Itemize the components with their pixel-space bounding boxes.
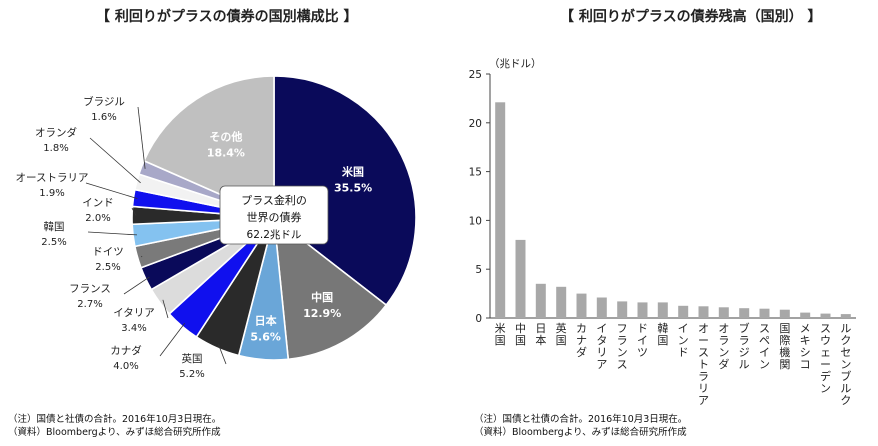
pie-center-line-1: 世界の債券 (247, 210, 302, 224)
pie-inside-label-2: 日本 (255, 313, 277, 327)
bar-category-label-0: 米国 (495, 322, 506, 347)
pie-pct-11: 1.8% (43, 143, 68, 154)
bar-10 (698, 306, 709, 318)
pie-label-8: 韓国 (44, 221, 65, 233)
bar-y-tick-label-2: 10 (469, 215, 482, 227)
bar-y-tick-label-1: 5 (475, 264, 482, 276)
bar-y-axis-label: （兆ドル） (489, 58, 542, 70)
bar-7 (637, 302, 648, 318)
bar-category-label-11: オランダ (718, 322, 729, 371)
pie-slice-1 (273, 216, 388, 361)
bar-category-label-12: ブラジル (739, 321, 750, 371)
pie-slice-0 (273, 75, 417, 307)
pie-inside-label-1: 中国 (311, 290, 333, 304)
pie-label-11: オランダ (35, 126, 77, 139)
bar-17 (840, 314, 851, 318)
bar-1 (515, 239, 526, 318)
bar-category-label-5: イタリア (596, 322, 607, 371)
bar-chart-title: 【 利回りがプラスの債券残高（国別） 】 (560, 9, 822, 25)
bar-category-label-3: 英国 (556, 321, 567, 347)
pie-note-2: （資料）Bloombergより、みずほ総合研究所作成 (8, 427, 221, 438)
pie-leader-line-4 (159, 322, 186, 357)
bar-category-label-14: 国際機関 (779, 322, 790, 371)
bar-5 (596, 297, 607, 318)
pie-inside-label-13: その他 (209, 129, 242, 143)
bar-y-tick-label-0: 0 (475, 313, 482, 325)
bar-y-tick-label-3: 15 (469, 167, 482, 179)
pie-chart-title: 【 利回りがプラスの債券の国別構成比 】 (96, 9, 358, 25)
pie-pct-7: 2.5% (95, 262, 120, 273)
bar-category-label-9: インド (678, 322, 689, 359)
pie-pct-4: 4.0% (113, 361, 138, 372)
bar-y-tick-label-4: 20 (469, 118, 482, 130)
pie-pct-6: 2.7% (77, 299, 102, 310)
bar-category-label-17: ルクセンブルク (840, 322, 851, 407)
bar-category-label-2: 日本 (535, 322, 546, 347)
bar-category-label-16: スウェーデン (820, 322, 831, 395)
pie-inside-pct-2: 5.6% (250, 330, 281, 343)
pie-pct-9: 2.0% (85, 213, 110, 224)
bar-13 (759, 308, 770, 318)
pie-leader-line-9 (131, 207, 137, 216)
pie-label-9: インド (82, 197, 114, 209)
pie-center-box (219, 185, 329, 245)
pie-label-3: 英国 (182, 352, 203, 365)
pie-leader-line-7 (141, 255, 143, 258)
pie-note-1: （注）国債と社債の合計。2016年10月3日現在。 (8, 414, 222, 425)
bar-2 (535, 283, 546, 318)
bar-category-label-15: メキシコ (800, 322, 811, 371)
pie-inside-label-0: 米国 (341, 164, 364, 178)
pie-label-4: カナダ (110, 344, 142, 357)
bar-category-label-7: ドイツ (637, 322, 648, 359)
pie-leader-line-11 (89, 137, 141, 184)
bar-chart: （兆ドル） 0 5 10 15 20 25 米国中国日本英国カナダイタリアフランスドイツ韓国イ… (469, 58, 856, 407)
bar-category-label-13: スペイン (759, 322, 770, 371)
bar-16 (820, 313, 831, 318)
pie-pct-10: 1.9% (39, 188, 64, 199)
bar-0 (495, 102, 506, 318)
pie-chart: 米国 35.5% 中国 12.9% 日本 5.6% その他 18.4% 英国 5.2% カナダ 4.0… (16, 75, 417, 380)
pie-label-10: オーストラリア (16, 172, 89, 184)
pie-pct-8: 2.5% (41, 237, 66, 248)
bar-12 (739, 308, 750, 318)
pie-leader-line-3 (218, 344, 227, 365)
bar-category-label-4: カナダ (576, 322, 587, 359)
bar-8 (657, 302, 668, 318)
pie-label-6: フランス (69, 283, 111, 295)
pie-leader-line-6 (123, 276, 150, 295)
pie-leader-line-10 (85, 182, 138, 199)
pie-label-5: イタリア (113, 307, 155, 319)
pie-pct-3: 5.2% (179, 369, 204, 380)
pie-center-line-2: 62.2兆ドル (247, 229, 302, 241)
bar-category-label-1: 中国 (515, 322, 526, 347)
pie-label-7: ドイツ (92, 246, 124, 258)
pie-center-line-0: プラス金利の (241, 193, 307, 207)
pie-pct-5: 3.4% (121, 323, 146, 334)
pie-label-12: ブラジル (83, 95, 125, 108)
bar-category-label-10: オーストラリア (698, 322, 709, 407)
bar-11 (718, 307, 729, 318)
bar-4 (576, 293, 587, 318)
bar-category-label-6: フランス (617, 322, 628, 371)
pie-slice-13 (142, 75, 275, 220)
pie-inside-pct-0: 35.5% (334, 181, 372, 194)
pie-inside-pct-1: 12.9% (303, 307, 341, 320)
bar-9 (678, 305, 689, 318)
pie-inside-pct-13: 18.4% (207, 146, 245, 159)
bar-15 (800, 312, 811, 318)
pie-leader-line-5 (162, 299, 169, 319)
bar-14 (779, 309, 790, 318)
bar-3 (556, 286, 567, 318)
pie-leader-line-8 (87, 231, 138, 236)
pie-leader-line-12 (137, 106, 146, 169)
pie-pct-12: 1.6% (91, 112, 116, 123)
bar-6 (617, 301, 628, 318)
bar-category-label-8: 韓国 (657, 322, 668, 347)
bar-note-2: （資料）Bloombergより、みずほ総合研究所作成 (474, 427, 687, 438)
bar-y-tick-label-5: 25 (469, 69, 482, 81)
bar-note-1: （注）国債と社債の合計。2016年10月3日現在。 (474, 414, 688, 425)
